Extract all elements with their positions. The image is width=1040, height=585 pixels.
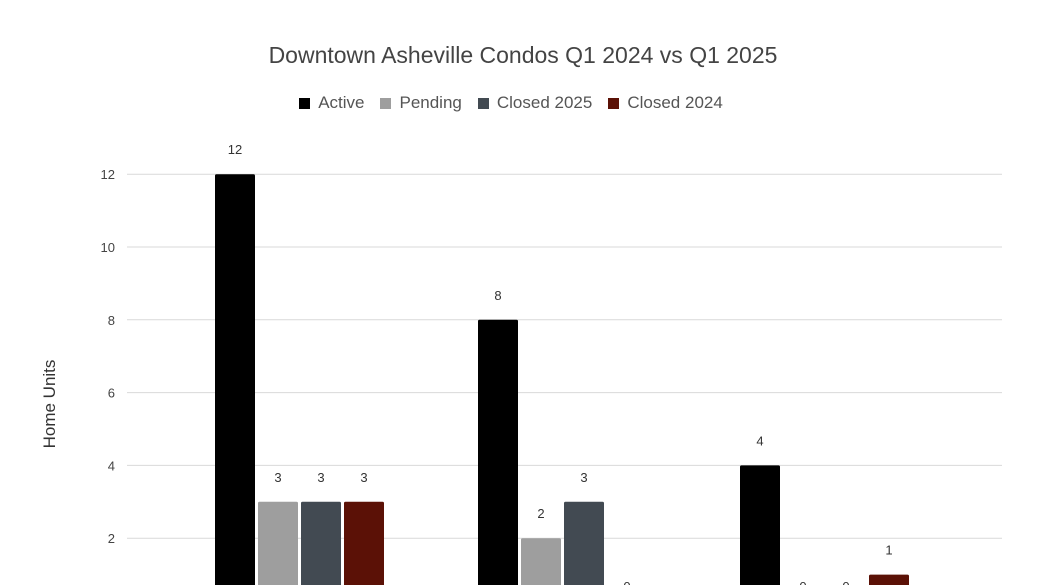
chart-legend: Active Pending Closed 2025 Closed 2024 [0, 93, 1022, 113]
data-label-closed-2025-2: 3 [580, 470, 587, 485]
bar-pending-2 [521, 538, 561, 585]
y-tick-8: 8 [108, 313, 115, 328]
bar-closed-2025-2 [564, 501, 604, 585]
bar-active-1 [215, 174, 255, 585]
legend-swatch-pending [380, 97, 392, 109]
data-label-closed-2024-3: 1 [885, 543, 892, 558]
y-tick-12: 12 [101, 167, 115, 182]
y-tick-2: 2 [108, 531, 115, 546]
legend-item-pending: Pending [380, 93, 462, 113]
legend-item-closed-2025: Closed 2025 [477, 93, 593, 113]
legend-label-pending: Pending [399, 93, 462, 112]
y-tick-4: 4 [108, 458, 115, 473]
y-tick-labels: 2 4 6 8 10 12 [101, 167, 115, 546]
legend-label-active: Active [318, 93, 365, 112]
legend-label-closed-2024: Closed 2024 [627, 93, 723, 112]
legend-swatch-active [299, 97, 311, 109]
bar-pending-1 [258, 501, 298, 585]
legend-label-closed-2025: Closed 2025 [496, 93, 593, 112]
bar-closed-2025-1 [301, 501, 341, 585]
chart-title: Downtown Asheville Condos Q1 2024 vs Q1 … [268, 42, 778, 68]
bar-active-2 [478, 319, 518, 585]
y-tick-10: 10 [101, 240, 115, 255]
data-label-closed-2024-1: 3 [360, 470, 367, 485]
data-label-pending-3: 0 [799, 579, 806, 585]
gridlines [127, 173, 1002, 539]
bar-closed-2024-1 [344, 501, 384, 585]
bar-series [215, 174, 909, 585]
data-label-closed-2024-2: 0 [623, 579, 630, 585]
y-tick-6: 6 [108, 386, 115, 401]
data-label-active-2: 8 [494, 288, 501, 303]
data-labels: 12 8 4 3 2 0 3 3 0 3 0 1 [228, 142, 893, 585]
legend-swatch-closed-2024 [608, 97, 620, 109]
legend-item-active: Active [299, 93, 364, 113]
data-label-active-1: 12 [228, 142, 242, 157]
data-label-pending-1: 3 [274, 470, 281, 485]
data-label-active-3: 4 [756, 433, 763, 448]
data-label-closed-2025-3: 0 [842, 579, 849, 585]
bar-active-3 [740, 465, 780, 585]
legend-swatch-closed-2025 [477, 97, 489, 109]
legend-item-closed-2024: Closed 2024 [608, 93, 723, 113]
data-label-closed-2025-1: 3 [317, 470, 324, 485]
data-label-pending-2: 2 [537, 506, 544, 521]
bar-closed-2024-3 [869, 574, 909, 585]
